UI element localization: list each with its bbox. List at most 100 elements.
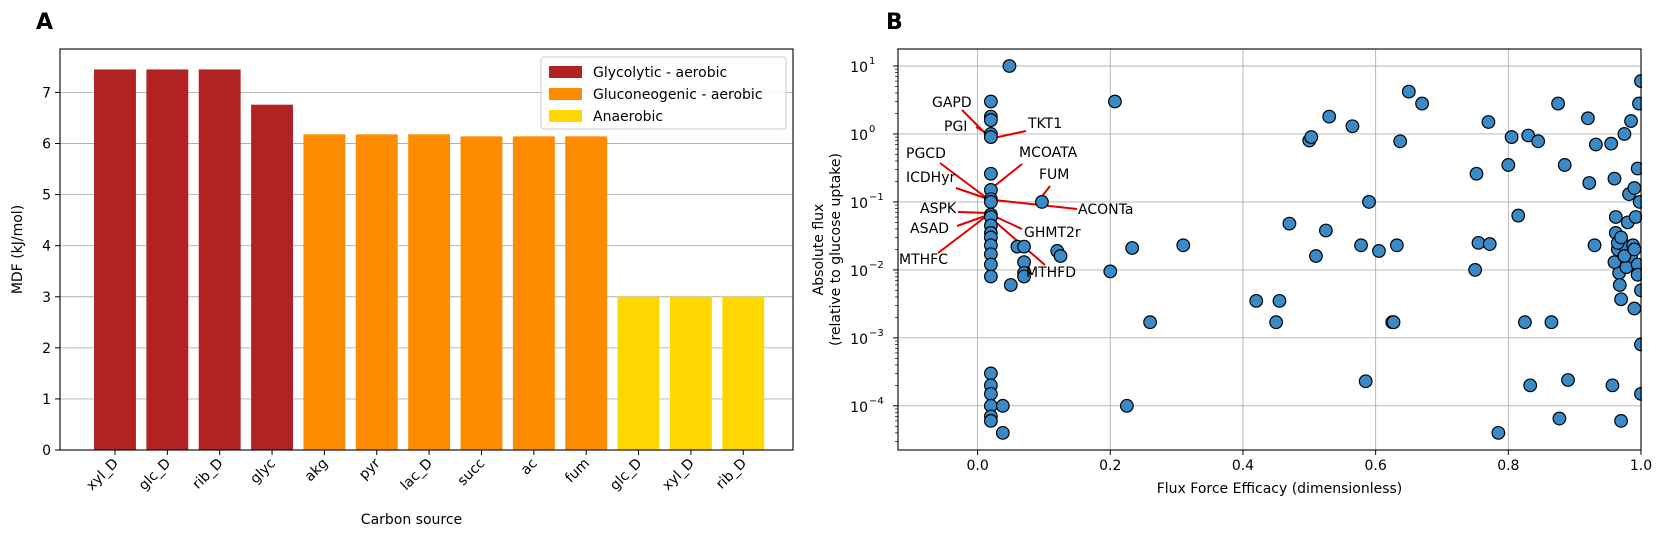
scatter-point: [1017, 239, 1031, 254]
annotation-label: MCOATA: [1019, 145, 1078, 161]
x-tick-label: 0.4: [1232, 458, 1254, 474]
bar: [303, 134, 346, 450]
scatter-point: [1561, 373, 1575, 387]
x-tick-label: glyc: [247, 456, 279, 488]
scatter-point: [1504, 130, 1519, 144]
scatter-point: [1469, 166, 1484, 181]
bar: [617, 296, 660, 450]
x-tick-label: fum: [562, 456, 593, 487]
x-axis-label: Carbon source: [361, 512, 462, 528]
bar: [512, 136, 555, 450]
bar: [146, 69, 189, 451]
y-tick-label: 2: [42, 341, 51, 357]
y-tick-label: 4: [42, 239, 51, 255]
scatter-point: [1518, 315, 1532, 330]
y-tick-label: 10: [850, 196, 868, 212]
scatter-point: [1607, 171, 1622, 186]
scatter-point: [1318, 223, 1333, 238]
y-tick-exponent: 1: [869, 56, 875, 67]
scatter-point: [1143, 315, 1157, 330]
scatter-point: [983, 166, 998, 181]
annotation-leader-line: [993, 199, 1078, 210]
x-axis-label: Flux Force Efficacy (dimensionless): [1157, 481, 1403, 497]
annotation-label: PGI: [944, 119, 967, 135]
scatter-point: [1608, 210, 1623, 224]
scatter-point: [1614, 292, 1628, 307]
bar: [355, 134, 398, 450]
scatter-point: [983, 94, 998, 109]
scatter-point: [1614, 414, 1628, 428]
y-tick-label: 3: [42, 290, 51, 306]
scatter-point: [983, 269, 998, 284]
annotation-label: GHMT2r: [1024, 225, 1081, 241]
annotation-leader-line: [956, 214, 989, 227]
annotation-label: MTHFD: [1026, 265, 1076, 281]
scatter-point: [1627, 181, 1642, 195]
legend-swatch: [549, 66, 582, 78]
scatter-point: [1103, 264, 1118, 279]
scatter-point: [1304, 130, 1319, 144]
scatter-point: [1604, 136, 1619, 151]
scatter-point: [1491, 425, 1506, 440]
bar: [565, 136, 608, 450]
x-tick-label: lac_D: [398, 456, 436, 494]
bar: [198, 69, 241, 451]
legend-box: [540, 56, 787, 130]
x-tick-label: pyr: [356, 455, 384, 483]
scatter-point: [1482, 237, 1497, 251]
scatter-point: [995, 398, 1010, 413]
y-tick-exponent: −1: [869, 192, 884, 203]
scatter-point: [1552, 411, 1567, 426]
annotation-leader-line: [995, 216, 1023, 230]
scatter-point: [983, 257, 998, 272]
scatter-point: [983, 130, 998, 144]
y-axis-label: Absolute flux: [811, 204, 827, 296]
legend-label: Anaerobic: [593, 109, 663, 125]
annotation-label: PGCD: [906, 146, 946, 162]
x-tick-label: 0.0: [966, 458, 988, 474]
y-tick-label: 0: [42, 443, 51, 459]
scatter-point: [1468, 262, 1483, 277]
scatter-point: [1587, 238, 1602, 253]
scatter-point: [1617, 249, 1632, 263]
scatter-chart-flux: GAPD PGI TKT1 PGCD MCOATA FUM ICDHyr ACONTa ASPK…: [811, 0, 1661, 538]
x-tick-label: 0.2: [1099, 458, 1121, 474]
scatter-point: [1624, 114, 1638, 128]
scatter-point: [1582, 176, 1597, 190]
scatter-point: [1272, 293, 1287, 308]
scatter-point: [1627, 301, 1642, 316]
x-tick-label: succ: [455, 456, 489, 490]
scatter-point: [1607, 255, 1622, 270]
scatter-point: [1614, 230, 1628, 245]
y-tick-label: 10: [850, 60, 868, 76]
scatter-point: [1362, 195, 1376, 209]
annotation-leader-line: [991, 163, 1023, 189]
x-tick-label: rib_D: [190, 456, 227, 493]
scatter-point: [1481, 115, 1496, 129]
bar: [669, 296, 712, 450]
scatter-point: [1017, 269, 1031, 284]
scatter-point: [1617, 127, 1632, 141]
scatter-point: [1119, 398, 1134, 413]
scatter-point: [1354, 238, 1368, 253]
legend-label: Gluconeogenic - aerobic: [593, 87, 763, 103]
scatter-point: [1551, 96, 1565, 111]
scatter-point: [1002, 59, 1017, 73]
scatter-point: [1053, 249, 1068, 263]
bar: [722, 296, 765, 450]
scatter-point: [1358, 374, 1373, 389]
scatter-point: [1627, 242, 1642, 257]
scatter-point: [1035, 195, 1049, 209]
scatter-point: [1282, 216, 1297, 231]
scatter-point: [1345, 119, 1360, 134]
scatter-point: [1415, 96, 1429, 111]
scatter-point: [1544, 315, 1559, 330]
y-tick-exponent: 0: [869, 124, 875, 135]
x-tick-label: 1.0: [1630, 458, 1652, 474]
scatter-point: [983, 113, 998, 127]
annotation-leader-line: [955, 187, 989, 200]
scatter-point: [1628, 210, 1643, 224]
panel-b-letter: B: [886, 10, 903, 35]
y-axis-label: MDF (kJ/mol): [10, 205, 26, 294]
scatter-point: [1581, 111, 1595, 126]
